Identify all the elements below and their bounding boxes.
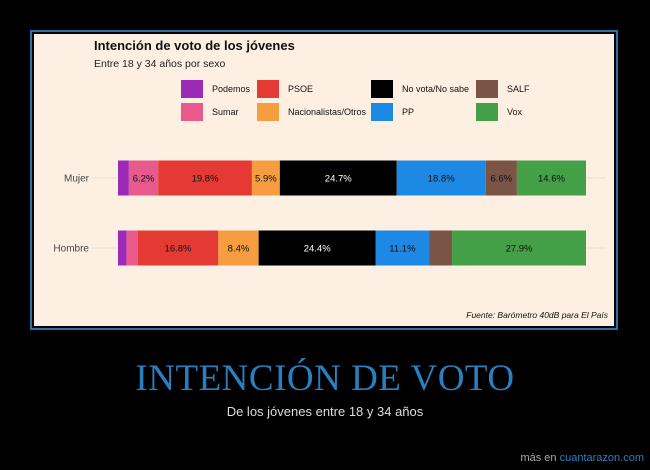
bar-segment — [516, 160, 586, 196]
bar-segment — [118, 230, 127, 266]
bar-segment — [158, 160, 252, 196]
bar-segment — [429, 230, 453, 266]
legend-swatch — [476, 103, 498, 121]
legend-item: Podemos — [181, 80, 250, 98]
footer-link[interactable]: cuantarazon.com — [559, 452, 644, 464]
category-label: Hombre — [53, 244, 89, 255]
legend-label: Sumar — [212, 107, 239, 117]
legend-item: Nacionalistas/Otros — [257, 103, 366, 121]
data-label: 27.9% — [506, 244, 533, 255]
bar-segment — [396, 160, 486, 196]
bar-segment — [126, 230, 138, 266]
bar-segment — [452, 230, 586, 266]
data-label: 24.7% — [325, 174, 352, 185]
bar-segment — [485, 160, 517, 196]
site-footer: más en cuantarazon.com — [520, 452, 644, 464]
legend-item: SALF — [476, 80, 530, 98]
legend-label: Podemos — [212, 84, 251, 94]
legend-label: Vox — [507, 107, 523, 117]
legend-label: SALF — [507, 84, 530, 94]
chart-title: Intención de voto de los jóvenes — [94, 38, 295, 53]
legend-swatch — [181, 103, 203, 121]
chart-source: Fuente: Barómetro 40dB para El País — [466, 310, 608, 320]
bar-segment — [128, 160, 159, 196]
legend-swatch — [476, 80, 498, 98]
bar-segment — [218, 230, 259, 266]
data-label: 18.8% — [428, 174, 455, 185]
legend-item: PP — [371, 103, 414, 121]
legend-swatch — [181, 80, 203, 98]
footer-prefix: más en — [520, 452, 560, 464]
chart-subtitle: Entre 18 y 34 años por sexo — [94, 58, 226, 70]
data-label: 11.1% — [389, 244, 416, 255]
bar-segment — [258, 230, 376, 266]
legend-item: No vota/No sabe — [371, 80, 469, 98]
legend-label: Nacionalistas/Otros — [288, 107, 367, 117]
legend-swatch — [257, 103, 279, 121]
data-label: 24.4% — [304, 244, 331, 255]
bar-segment — [137, 230, 219, 266]
category-label: Mujer — [64, 174, 90, 185]
legend-label: PP — [402, 107, 415, 117]
legend-item: Vox — [476, 103, 522, 121]
data-label: 6.6% — [490, 174, 512, 185]
data-label: 8.4% — [228, 244, 250, 255]
bar-segment — [118, 160, 129, 196]
legend-swatch — [257, 80, 279, 98]
legend-label: No vota/No sabe — [402, 84, 470, 94]
data-label: 19.8% — [192, 174, 219, 185]
data-label: 16.8% — [165, 244, 192, 255]
legend-item: PSOE — [257, 80, 313, 98]
legend-swatch — [371, 103, 393, 121]
page-subhead: De los jóvenes entre 18 y 34 años — [226, 404, 424, 419]
bar-segment — [251, 160, 280, 196]
bar-segment — [279, 160, 397, 196]
data-label: 6.2% — [133, 174, 155, 185]
legend-item: Sumar — [181, 103, 239, 121]
stacked-bar-chart: Mujer 6.2% 19.8% 5.9% 24.7% 18.8% 6.6% 14.6% Hom… — [53, 160, 606, 266]
legend-swatch — [371, 80, 393, 98]
page-headline: INTENCIÓN DE VOTO — [135, 358, 515, 399]
data-label: 5.9% — [255, 174, 277, 185]
legend-label: PSOE — [288, 84, 314, 94]
bar-segment — [375, 230, 430, 266]
data-label: 14.6% — [538, 174, 565, 185]
